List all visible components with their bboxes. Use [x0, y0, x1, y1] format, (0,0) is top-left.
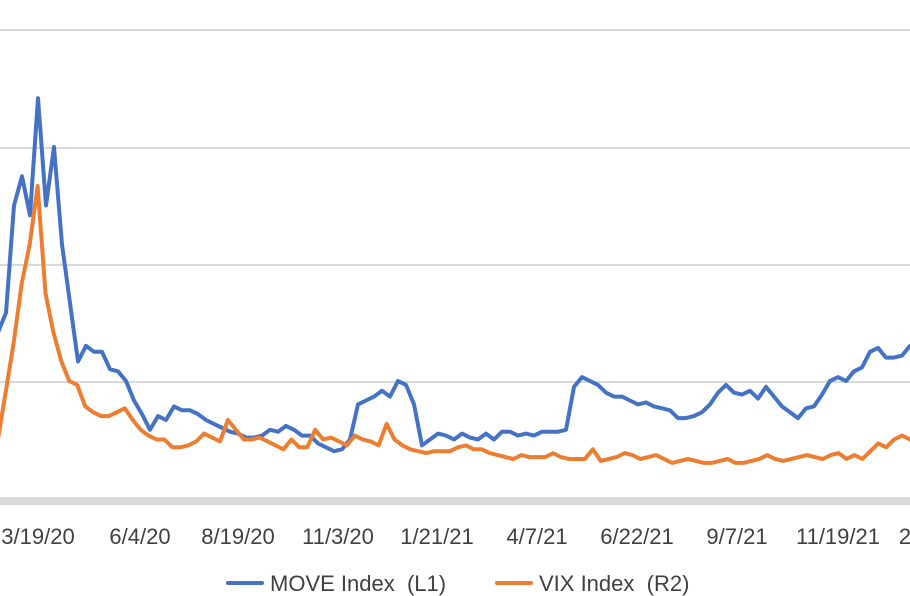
x-tick-label: 11/3/20: [302, 524, 374, 549]
x-tick-label: 1/21/21: [400, 524, 473, 549]
x-tick-labels: 3/19/20 6/4/20 8/19/20 11/3/20 1/21/21 4/7/21…: [1, 524, 910, 549]
series-line-vix-index: [0, 184, 910, 465]
legend-label-move-index: MOVE Index (L1): [270, 571, 446, 596]
x-tick-label: 11/19/21: [796, 524, 880, 549]
series-lines: [0, 96, 910, 465]
legend-label-vix-index: VIX Index (R2): [539, 571, 689, 596]
x-tick-label: 9/7/21: [706, 524, 767, 549]
x-tick-label: 3/19/20: [1, 524, 74, 549]
x-tick-label: 6/4/20: [109, 524, 170, 549]
gridlines: [0, 29, 910, 383]
x-tick-label: 8/19/20: [201, 524, 274, 549]
x-tick-label: 4/7/21: [506, 524, 567, 549]
series-line-move-index: [0, 96, 910, 454]
x-axis-line: [0, 497, 910, 505]
x-tick-label: 6/22/21: [600, 524, 673, 549]
legend: MOVE Index (L1) VIX Index (R2): [226, 571, 689, 596]
x-axis: [0, 497, 910, 505]
x-tick-label: 2: [899, 524, 910, 549]
